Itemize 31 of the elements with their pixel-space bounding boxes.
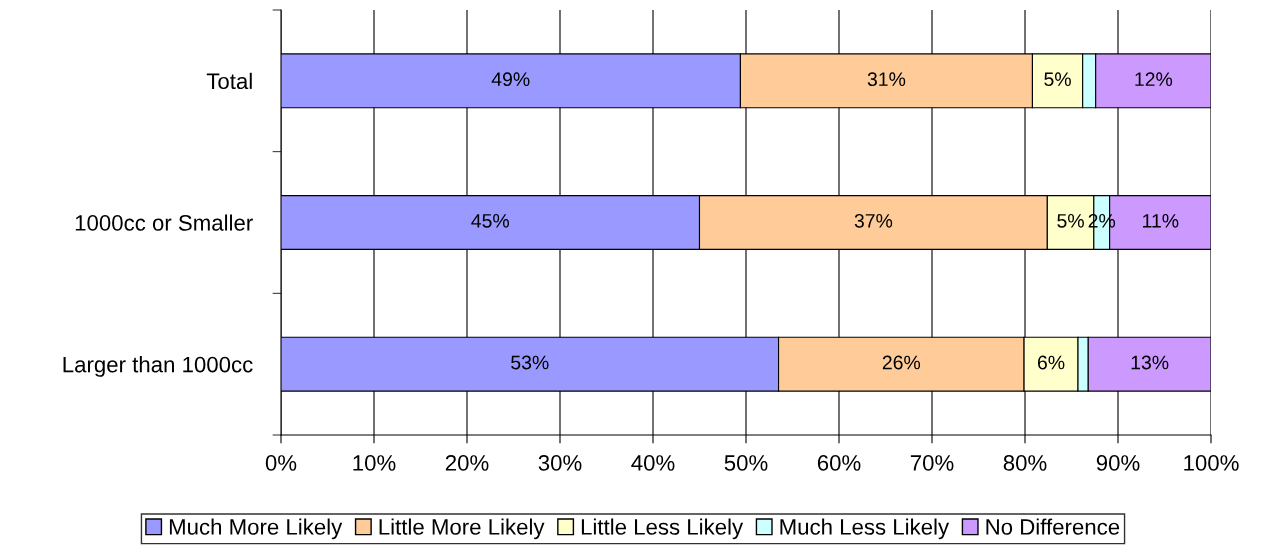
x-tick-label: 10% [353, 455, 396, 471]
data-label: 53% [511, 355, 549, 370]
x-tick-label: 100% [1184, 455, 1239, 471]
legend-label: Little More Likely [379, 518, 545, 540]
y-tick-label: 1000cc or Smaller [75, 214, 253, 231]
data-label: 37% [854, 213, 893, 228]
data-label: 5% [1044, 72, 1071, 87]
x-tick-label: 80% [1003, 455, 1047, 471]
data-label: 45% [471, 214, 510, 228]
y-tick-label: Larger than 1000cc [63, 356, 253, 377]
x-tick-label: 60% [817, 455, 861, 471]
x-tick-label: 20% [445, 455, 489, 471]
x-tick-label: 30% [538, 455, 582, 471]
x-tick-label: 70% [910, 455, 954, 471]
x-tick-label: 50% [724, 455, 768, 471]
legend-label: Much Less Likely [780, 518, 950, 540]
data-label: 6% [1037, 355, 1065, 370]
legend-label: No Difference [986, 518, 1120, 535]
data-label: 49% [491, 72, 530, 87]
data-label: 13% [1131, 355, 1169, 370]
x-tick-label: 90% [1096, 455, 1140, 471]
data-label: 26% [882, 355, 921, 370]
data-label: 12% [1135, 72, 1173, 86]
x-tick-label: 40% [631, 455, 675, 471]
data-label: 5% [1057, 214, 1084, 228]
data-label: 11% [1143, 214, 1179, 228]
legend-label: Little Less Likely [581, 518, 744, 540]
x-tick-label: 0% [265, 455, 297, 471]
data-label: 31% [867, 72, 906, 87]
y-tick-label: Total [206, 72, 252, 90]
legend-label: Much More Likely [169, 518, 343, 540]
